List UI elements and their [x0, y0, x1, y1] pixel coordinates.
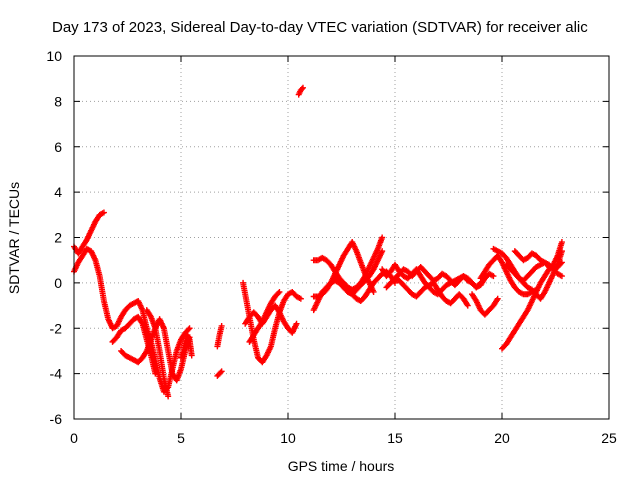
x-tick-label: 25 [601, 430, 617, 446]
x-tick-label: 15 [387, 430, 403, 446]
data-point [558, 273, 565, 280]
data-point [217, 369, 224, 376]
data-point [275, 290, 282, 297]
x-tick-label: 0 [70, 430, 78, 446]
y-tick-label: -4 [50, 366, 63, 382]
y-tick-labels: -6 -4 -2 0 2 4 6 8 10 [46, 48, 62, 427]
y-tick-label: -6 [50, 411, 63, 427]
x-tick-label: 10 [280, 430, 296, 446]
series-trace-6 [178, 332, 195, 361]
series-trace-9 [240, 279, 304, 366]
y-tick-label: 2 [54, 230, 62, 246]
x-axis-label: GPS time / hours [288, 458, 395, 474]
data-point [379, 234, 386, 241]
x-tick-labels: 0 5 10 15 20 25 [70, 430, 617, 446]
series-trace-20 [469, 291, 501, 318]
series-trace-4 [118, 316, 193, 384]
data-point [293, 320, 300, 327]
data-point [165, 393, 172, 400]
series-trace-7 [214, 368, 225, 379]
data-point [152, 370, 159, 377]
data-point [557, 260, 564, 267]
y-tick-label: 0 [54, 275, 62, 291]
data-point [464, 302, 471, 309]
series-trace-11 [246, 288, 283, 345]
data-point [218, 368, 225, 375]
data-point [298, 85, 305, 92]
series-trace-5 [143, 307, 172, 400]
y-axis-label: SDTVAR / TECUs [6, 182, 22, 294]
series-trace-19 [392, 263, 497, 291]
series-trace-25 [503, 259, 565, 284]
y-tick-label: 6 [54, 139, 62, 155]
y-tick-label: 10 [46, 48, 62, 64]
grid [74, 56, 609, 419]
data-point [185, 326, 192, 333]
data-point [370, 288, 377, 295]
series-trace-12 [295, 84, 306, 98]
x-tick-label: 20 [494, 430, 510, 446]
data-point [276, 288, 283, 295]
plot-frame [73, 55, 610, 420]
data-point [379, 248, 386, 255]
data-point [558, 239, 565, 246]
data-point [494, 295, 501, 302]
chart-title: Day 173 of 2023, Sidereal Day-to-day VTE… [52, 19, 588, 36]
data-point [186, 325, 193, 332]
series-trace-15 [310, 239, 377, 300]
y-tick-label: -2 [50, 320, 63, 336]
y-tick-label: 8 [54, 93, 62, 109]
data-point [558, 259, 565, 266]
data-point [100, 209, 107, 216]
x-tick-label: 5 [177, 430, 185, 446]
y-tick-label: 4 [54, 184, 62, 200]
data-point [188, 352, 195, 359]
data-points [71, 84, 565, 400]
data-point [299, 84, 306, 91]
data-point [218, 322, 225, 329]
series-trace-18 [383, 275, 471, 309]
data-point [297, 295, 304, 302]
series-trace-8 [214, 322, 225, 350]
data-point [490, 273, 497, 280]
series-trace-2 [71, 209, 107, 257]
